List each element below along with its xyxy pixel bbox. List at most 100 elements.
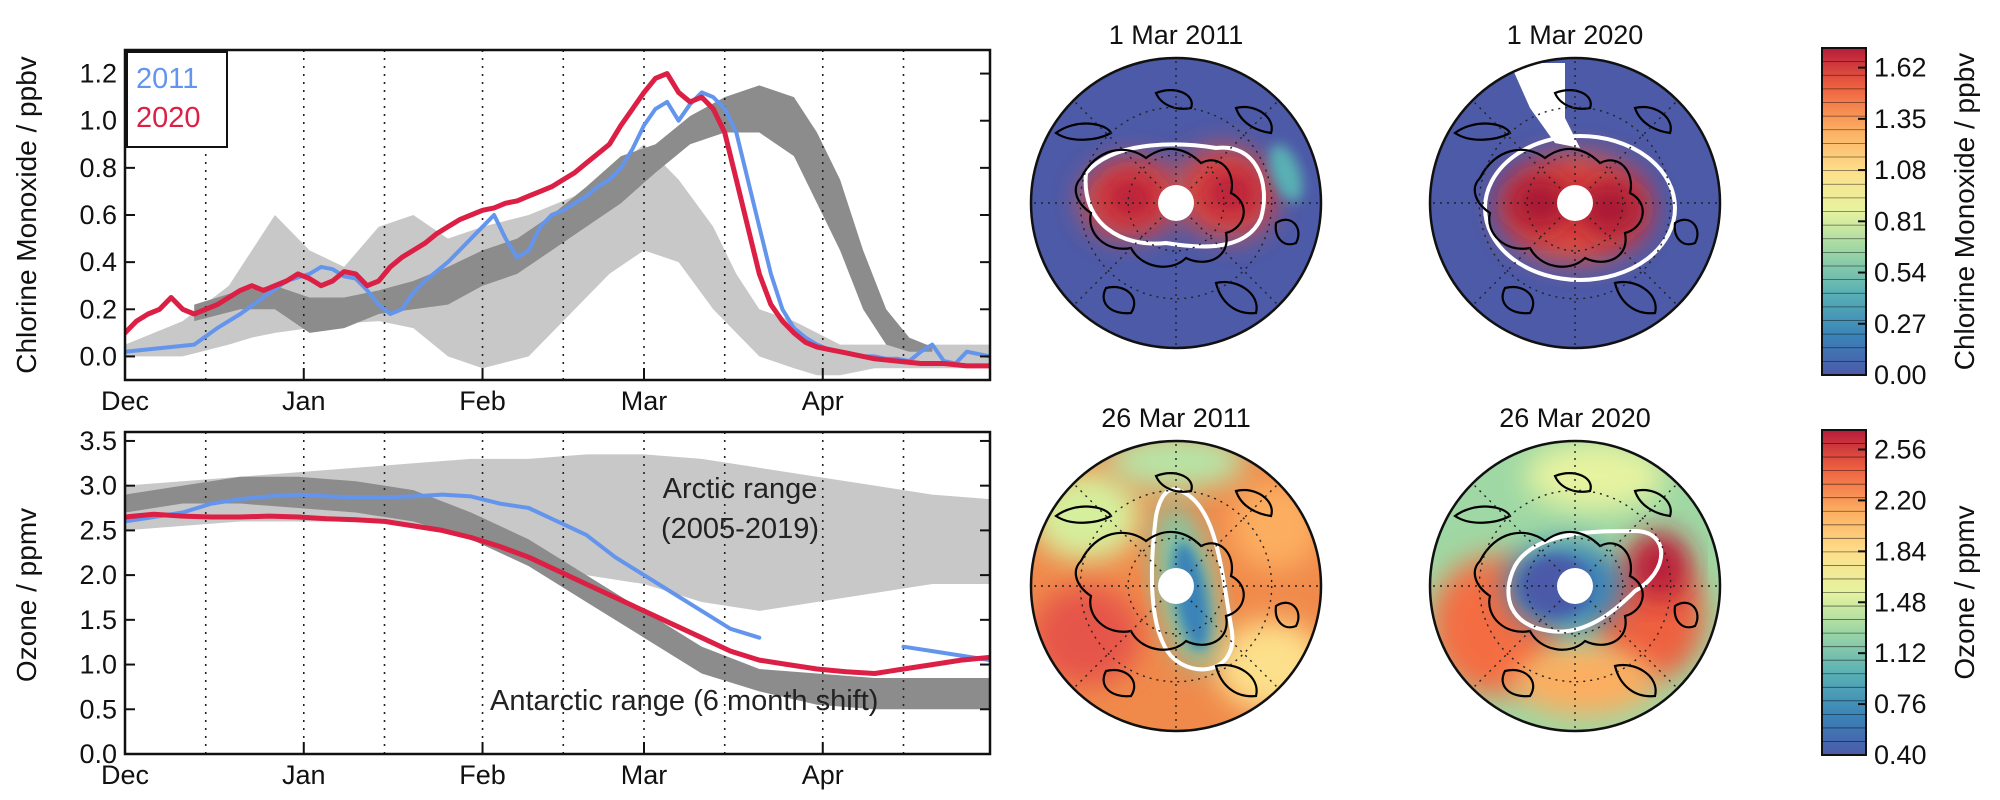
map-meridian-line bbox=[1574, 585, 1679, 690]
bot-xtick-label: Feb bbox=[459, 760, 506, 790]
map-field-blob bbox=[1575, 178, 1645, 238]
colorbars: 1.62 1.35 1.08 0.81 0.54 0.27 0.00 Chlorine Mon… bbox=[1821, 47, 1980, 770]
ozone-series-lines bbox=[125, 492, 990, 676]
map-meridian-line bbox=[1574, 482, 1679, 587]
colorbar-ozone: 2.56 2.20 1.84 1.48 1.12 0.76 0.40 Ozone / ppmv bbox=[1821, 429, 1980, 770]
pole-hole bbox=[1158, 185, 1194, 221]
arctic-range-annotation-line2: (2005-2019) bbox=[661, 513, 819, 545]
coastline-path bbox=[1154, 89, 1193, 110]
map-field-blob bbox=[1269, 144, 1303, 202]
coastline-path bbox=[1074, 530, 1245, 651]
map-meridian-line bbox=[1574, 202, 1679, 307]
map-coastlines bbox=[1054, 472, 1300, 698]
colorbar-tick-label: 1.35 bbox=[1874, 104, 1927, 134]
top-xtick-label: Jan bbox=[282, 386, 326, 416]
map-meridian-line bbox=[1574, 99, 1679, 204]
colorbar-label: Chlorine Monoxide / ppbv bbox=[1949, 53, 1980, 371]
map-field bbox=[1430, 441, 1720, 731]
coastline-path bbox=[1473, 530, 1644, 651]
colorbar-tick-label: 2.20 bbox=[1874, 485, 1927, 515]
map-title: 26 Mar 2011 bbox=[1101, 403, 1251, 433]
top-xtick-label: Apr bbox=[802, 386, 844, 416]
coastline-path bbox=[1102, 668, 1136, 698]
pole-hole bbox=[1158, 568, 1194, 604]
pole-hole bbox=[1557, 185, 1593, 221]
polar-maps: 1 Mar 2011 1 Mar 2020 26 Mar 2011 26 Mar 20… bbox=[1029, 20, 1722, 733]
colorbar-chlorine: 1.62 1.35 1.08 0.81 0.54 0.27 0.00 Chlorine Mon… bbox=[1821, 47, 1980, 390]
colorbar-tick-label: 1.12 bbox=[1874, 638, 1927, 668]
clo-timeseries-chart: 0.0 0.2 0.4 0.6 0.8 1.0 1.2 Dec Jan Feb Mar Apr Ch… bbox=[11, 48, 992, 416]
coastline-path bbox=[1553, 89, 1592, 110]
colorbar-tick-label: 1.84 bbox=[1874, 536, 1927, 566]
colorbar-label: Ozone / ppmv bbox=[1949, 505, 1980, 679]
antarctic-range-annotation: Antarctic range (6 month shift) bbox=[490, 685, 878, 717]
colorbar-tick-label: 0.40 bbox=[1874, 740, 1927, 770]
bot-ytick-label: 3.5 bbox=[79, 426, 117, 456]
map-outline bbox=[1428, 439, 1722, 733]
bot-ytick-label: 1.5 bbox=[79, 605, 117, 635]
vortex-edge-contour bbox=[1149, 487, 1235, 672]
bot-ytick-label: 0.0 bbox=[79, 739, 117, 769]
coastline-path bbox=[1074, 147, 1245, 268]
map-meridian-line bbox=[1471, 202, 1576, 307]
map-meridian-line bbox=[1072, 202, 1177, 307]
map-latitude-circle bbox=[1526, 154, 1624, 252]
bot-series-2020 bbox=[125, 511, 990, 676]
coastline-path bbox=[1274, 218, 1300, 246]
coastline-path bbox=[1234, 488, 1273, 518]
colorbar-tick-label: 0.54 bbox=[1874, 258, 1927, 288]
bot-band-antarctic bbox=[125, 476, 990, 710]
coastline-path bbox=[1501, 285, 1535, 315]
top-ytick-label: 1.0 bbox=[79, 106, 117, 136]
clo-x-ticks: Dec Jan Feb Mar Apr bbox=[101, 368, 844, 416]
bot-ytick-label: 3.0 bbox=[79, 471, 117, 501]
coastline-path bbox=[1274, 601, 1300, 629]
coastline-path bbox=[1673, 218, 1699, 246]
colorbar-tick-label: 1.62 bbox=[1874, 53, 1927, 83]
map-field-blob bbox=[1031, 586, 1141, 686]
map-field-blob bbox=[1172, 541, 1210, 651]
top-xtick-label: Dec bbox=[101, 386, 149, 416]
map-coastlines bbox=[1054, 89, 1300, 315]
ozone-range-bands bbox=[125, 454, 990, 710]
map-meridian-line bbox=[1471, 585, 1576, 690]
coastline-path bbox=[1633, 105, 1672, 135]
map-field-blob bbox=[1101, 173, 1161, 223]
colorbar-tick-label: 1.08 bbox=[1874, 155, 1927, 185]
map-field bbox=[1031, 441, 1321, 731]
clo-y-ticks: 0.0 0.2 0.4 0.6 0.8 1.0 1.2 bbox=[79, 59, 990, 371]
map-field-blob bbox=[1525, 441, 1665, 511]
ozone-timeseries-chart: 0.0 0.5 1.0 1.5 2.0 2.5 3.0 3.5 Dec Jan Feb Mar Apr… bbox=[11, 426, 992, 790]
missing-data-region bbox=[1510, 63, 1580, 148]
coastline-path bbox=[1501, 668, 1535, 698]
map-latitude-circle bbox=[1478, 489, 1672, 683]
map-latitude-circle bbox=[1079, 489, 1273, 683]
top-xtick-label: Mar bbox=[621, 386, 668, 416]
top-ytick-label: 0.8 bbox=[79, 153, 117, 183]
map-title: 26 Mar 2020 bbox=[1499, 403, 1651, 433]
map-latitude-circle bbox=[1127, 537, 1225, 635]
map-meridian-line bbox=[1072, 99, 1177, 204]
coastline-path bbox=[1673, 601, 1699, 629]
map-field bbox=[1430, 58, 1720, 348]
clo-y-axis-label: Chlorine Monoxide / ppbv bbox=[11, 56, 42, 374]
top-ytick-label: 0.6 bbox=[79, 200, 117, 230]
legend-2020: 2020 bbox=[136, 102, 201, 134]
coastline-path bbox=[1553, 472, 1592, 493]
clo-series-lines bbox=[125, 71, 990, 369]
colorbar-tick-label: 0.00 bbox=[1874, 360, 1927, 390]
map-outline bbox=[1428, 56, 1722, 350]
map-coastlines bbox=[1453, 89, 1699, 315]
map-meridian-line bbox=[1072, 585, 1177, 690]
map-field-blob bbox=[1031, 471, 1141, 561]
coastline-path bbox=[1613, 663, 1657, 698]
ozone-gridlines bbox=[204, 432, 905, 754]
arctic-range-annotation-line1: Arctic range bbox=[663, 473, 818, 505]
pole-hole bbox=[1557, 568, 1593, 604]
map-outline bbox=[1029, 439, 1323, 733]
map-latitude-circle bbox=[1079, 106, 1273, 300]
map-o3_2011: 26 Mar 2011 bbox=[1029, 403, 1323, 733]
map-meridian-line bbox=[1175, 99, 1280, 204]
ozone-y-axis-label: Ozone / ppmv bbox=[11, 508, 42, 682]
map-title: 1 Mar 2020 bbox=[1507, 20, 1644, 50]
